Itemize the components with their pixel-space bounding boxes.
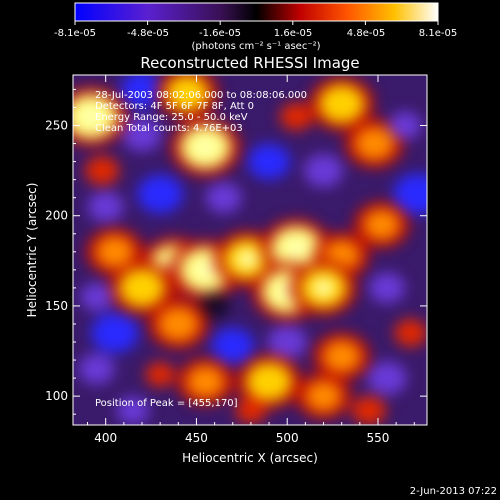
plot-frame bbox=[72, 74, 428, 426]
heatmap-blob bbox=[157, 306, 199, 342]
heatmap-blob bbox=[363, 209, 400, 241]
colorbar: -8.1e-05 -4.8e-05 -1.6e-05 1.6e-05 4.8e-… bbox=[54, 2, 457, 52]
heatmap-blob bbox=[95, 235, 134, 268]
annotation-line: 28-Jul-2003 08:02:06.000 to 08:08:06.000 bbox=[95, 90, 307, 101]
heatmap-blob bbox=[119, 268, 165, 308]
heatmap-blob bbox=[91, 312, 139, 354]
heatmap-blob bbox=[247, 143, 291, 180]
heatmap-blob-core bbox=[312, 278, 335, 298]
heatmap-blob bbox=[84, 155, 120, 186]
colorbar-tick-label: -1.6e-05 bbox=[199, 28, 241, 39]
y-axis: 100 150 200 250 bbox=[45, 88, 427, 415]
heatmap-blob bbox=[186, 365, 225, 398]
heatmap-blob-core bbox=[236, 249, 258, 269]
heatmap-blob-core bbox=[194, 137, 217, 158]
heatmap-blob bbox=[199, 293, 230, 319]
heatmap-blob bbox=[87, 191, 124, 223]
y-axis-label: Heliocentric Y (arcsec) bbox=[25, 183, 39, 318]
heatmap-blob bbox=[369, 272, 406, 304]
annotation-line: Clean Total counts: 4.76E+03 bbox=[95, 123, 243, 134]
annotation-line: Energy Range: 25.0 - 50.0 keV bbox=[95, 112, 248, 123]
heatmap-area bbox=[73, 75, 427, 425]
y-tick-label: 250 bbox=[45, 119, 68, 133]
heatmap-blobs bbox=[73, 75, 427, 425]
heatmap-blob-core bbox=[193, 259, 218, 281]
x-tick-label: 550 bbox=[367, 431, 390, 445]
colorbar-tick-label: -8.1e-05 bbox=[54, 28, 96, 39]
heatmap-blob bbox=[305, 380, 342, 412]
heatmap-blob bbox=[205, 182, 242, 213]
heatmap-blob-core bbox=[79, 106, 103, 127]
heatmap-blob bbox=[318, 84, 365, 124]
x-tick-label: 500 bbox=[276, 431, 299, 445]
colorbar-tick-label: 8.1e-05 bbox=[419, 28, 457, 39]
heatmap-blob bbox=[211, 327, 254, 364]
colorbar-tick-label: 1.6e-05 bbox=[274, 28, 312, 39]
heatmap-blob bbox=[322, 340, 361, 373]
colorbar-gradient bbox=[74, 2, 439, 22]
annotation-line: Detectors: 4F 5F 6F 7F 8F, Att 0 bbox=[95, 101, 254, 112]
annotation-block: 28-Jul-2003 08:02:06.000 to 08:08:06.000… bbox=[95, 90, 307, 134]
colorbar-tick-label: -4.8e-05 bbox=[127, 28, 169, 39]
x-tick-label: 450 bbox=[185, 431, 208, 445]
heatmap-blob bbox=[80, 282, 113, 311]
y-tick-label: 200 bbox=[45, 209, 68, 223]
heatmap-blob bbox=[137, 174, 183, 214]
colorbar-unit-label: (photons cm⁻² s⁻¹ asec⁻²) bbox=[191, 41, 320, 52]
heatmap-blob bbox=[120, 75, 164, 108]
footer-timestamp: 2-Jun-2013 07:22 bbox=[410, 486, 497, 497]
heatmap-blob bbox=[166, 75, 209, 112]
chart-title: Reconstructed RHESSI Image bbox=[140, 54, 359, 72]
heatmap-blob bbox=[394, 319, 427, 347]
y-tick-label: 150 bbox=[45, 299, 68, 313]
heatmap-blob bbox=[279, 102, 313, 131]
x-axis: 400 450 500 550 bbox=[87, 75, 415, 445]
colorbar-tick-label: 4.8e-05 bbox=[347, 28, 385, 39]
x-axis-label: Heliocentric X (arcsec) bbox=[182, 451, 318, 465]
heatmap-blob bbox=[267, 325, 307, 359]
heatmap-blob-core bbox=[284, 238, 308, 259]
heatmap-blob bbox=[235, 397, 267, 424]
heatmap-blob bbox=[145, 361, 175, 388]
y-tick-label: 100 bbox=[45, 389, 68, 403]
peak-position-label: Position of Peak = [455,170] bbox=[95, 398, 238, 409]
heatmap-blob bbox=[116, 396, 150, 425]
x-tick-label: 400 bbox=[94, 431, 117, 445]
heatmap-blob bbox=[354, 126, 394, 161]
heatmap-blob bbox=[393, 173, 427, 215]
heatmap-blob bbox=[78, 353, 115, 385]
heatmap-blob bbox=[367, 361, 407, 395]
heatmap-blob bbox=[351, 395, 387, 425]
heatmap-blob bbox=[122, 117, 162, 152]
heatmap-blob bbox=[246, 362, 292, 402]
heatmap-blob bbox=[388, 111, 422, 140]
colorbar-ticks bbox=[74, 21, 439, 25]
heatmap-blob bbox=[303, 153, 344, 188]
